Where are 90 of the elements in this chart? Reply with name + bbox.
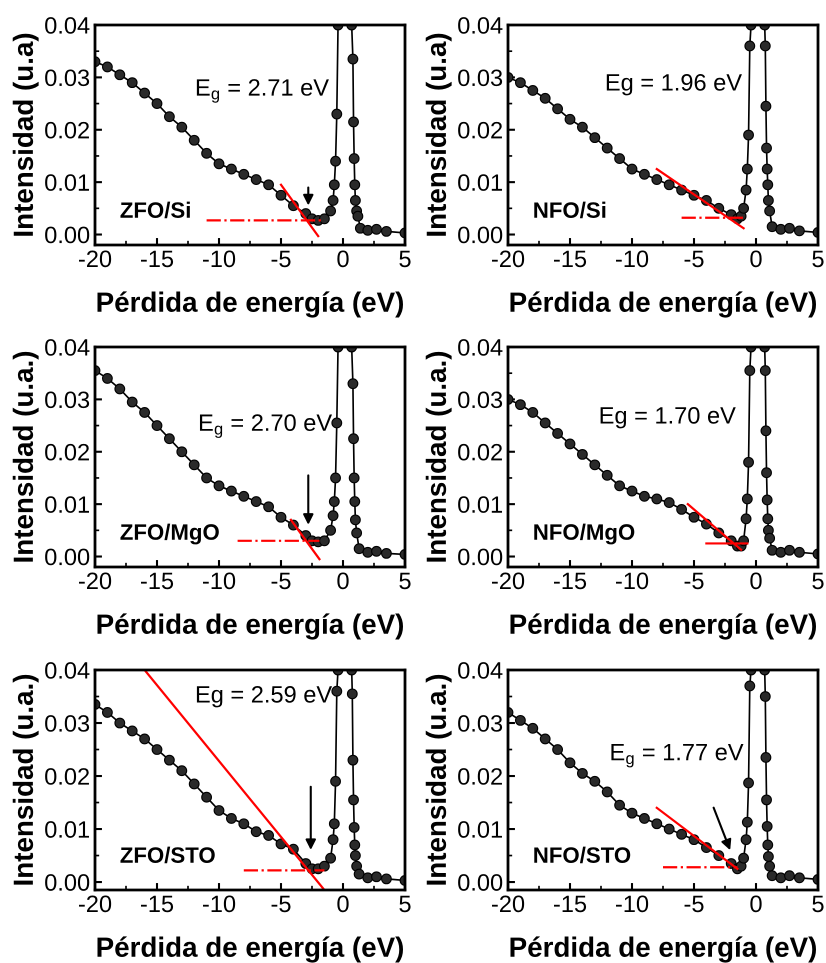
y-axis-title: Intensidad (u.a)	[426, 34, 452, 236]
y-tick-label: 0.00	[458, 226, 502, 244]
x-tick-label: -15	[140, 250, 174, 268]
x-tick-label: -5	[272, 896, 291, 912]
x-axis-title: Pérdida de energía (eV)	[510, 613, 816, 640]
annotation: ZFO/STO	[120, 846, 215, 864]
y-tick-label: 0.01	[458, 496, 502, 513]
y-tick-label: 0.00	[45, 874, 90, 891]
y-tick-label: 0.03	[458, 715, 502, 732]
y-axis-title: Intensidad (u.a.)	[426, 674, 452, 885]
x-tick-label: 0	[750, 250, 762, 268]
x-axis-title: Pérdida de energía (eV)	[97, 936, 403, 963]
y-tick-label: 0.04	[458, 339, 502, 356]
y-tick-label: 0.01	[45, 174, 89, 191]
y-tick-label: 0.02	[45, 768, 89, 785]
x-tick-label: -20	[492, 895, 524, 912]
x-tick-label: -15	[554, 250, 586, 268]
x-tick-label: -5	[272, 250, 291, 268]
x-tick-label: -10	[202, 250, 236, 268]
x-tick-label: 5	[812, 896, 824, 912]
x-tick-label: 0	[337, 250, 349, 268]
annotation: Eg = 1.70 eV	[600, 407, 736, 428]
x-axis-title: Pérdida de energía (eV)	[97, 613, 403, 640]
x-tick-label: -10	[616, 572, 648, 590]
y-tick-label: 0.03	[45, 69, 90, 86]
y-tick-label: 0.00	[458, 548, 502, 566]
annotation: NFO/Si	[534, 202, 606, 218]
y-tick-label: 0.02	[458, 444, 502, 461]
x-axis-title: Pérdida de energía (eV)	[510, 291, 816, 318]
annotation: E$_{g}$ = 1.77 eV	[611, 744, 744, 768]
y-tick-label: 0.02	[45, 122, 89, 139]
annotation: ZFO/MgO	[120, 524, 219, 544]
x-tick-label: -5	[272, 572, 291, 590]
annotation: E$_{g}$ = 2.70 eV	[200, 414, 332, 438]
x-tick-label: 0	[750, 572, 762, 590]
y-tick-label: 0.00	[458, 874, 502, 891]
annotation: NFO/STO	[534, 846, 630, 864]
annotation: ZFO/Si	[120, 202, 190, 218]
y-tick-label: 0.00	[45, 226, 90, 244]
x-tick-label: 5	[812, 572, 824, 590]
y-tick-label: 0.03	[458, 391, 502, 408]
y-axis-title: Intensidad (u.a)	[12, 34, 39, 236]
x-tick-label: -15	[140, 896, 174, 912]
x-tick-label: -5	[684, 250, 704, 268]
x-tick-label: 5	[399, 896, 411, 912]
x-tick-label: -10	[202, 572, 236, 590]
x-tick-label: 5	[399, 250, 411, 268]
y-tick-label: 0.01	[45, 821, 89, 838]
y-tick-label: 0.04	[458, 17, 502, 34]
x-tick-label: 5	[399, 572, 411, 590]
y-tick-label: 0.02	[458, 768, 502, 785]
x-axis-title: Pérdida de energía (eV)	[510, 936, 816, 963]
x-tick-label: -15	[554, 896, 586, 912]
x-tick-label: 0	[750, 895, 762, 912]
y-tick-label: 0.04	[458, 662, 502, 679]
x-tick-label: -20	[78, 895, 112, 912]
y-tick-label: 0.01	[458, 174, 502, 191]
x-tick-label: -20	[78, 572, 112, 590]
annotation: Eg = 1.96 eV	[606, 74, 742, 96]
x-tick-label: -10	[616, 895, 648, 912]
y-tick-label: 0.01	[458, 821, 502, 838]
x-tick-label: -10	[202, 895, 236, 912]
x-tick-label: 0	[337, 572, 349, 590]
y-tick-label: 0.00	[45, 548, 90, 566]
y-tick-label: 0.04	[45, 17, 90, 34]
x-tick-label: 5	[812, 250, 824, 268]
x-tick-label: -15	[140, 572, 174, 590]
y-axis-title: Intensidad (u.a.)	[12, 674, 39, 885]
x-tick-label: -5	[684, 896, 704, 912]
annotation: Eg = 2.59 eV	[196, 686, 332, 708]
x-tick-label: -20	[78, 250, 112, 268]
y-tick-label: 0.03	[45, 391, 90, 408]
y-tick-label: 0.02	[458, 122, 502, 139]
annotation: NFO/MgO	[534, 524, 634, 544]
y-tick-label: 0.04	[45, 339, 90, 356]
x-tick-label: -20	[492, 572, 524, 590]
y-axis-title: Intensidad (u.a.)	[12, 352, 39, 562]
y-tick-label: 0.03	[458, 69, 502, 86]
x-tick-label: -5	[684, 572, 704, 590]
x-tick-label: -10	[616, 250, 648, 268]
x-axis-title: Pérdida de energía (eV)	[97, 291, 403, 318]
y-tick-label: 0.02	[45, 444, 89, 461]
x-tick-label: 0	[337, 895, 349, 912]
y-tick-label: 0.03	[45, 715, 90, 732]
x-tick-label: -20	[492, 250, 524, 268]
annotation: E$_{g}$ = 2.71 eV	[196, 79, 329, 103]
y-axis-title: Intensidad (u.a.)	[426, 352, 452, 562]
x-tick-label: -15	[554, 572, 586, 590]
y-tick-label: 0.01	[45, 496, 89, 513]
y-tick-label: 0.04	[45, 662, 90, 679]
